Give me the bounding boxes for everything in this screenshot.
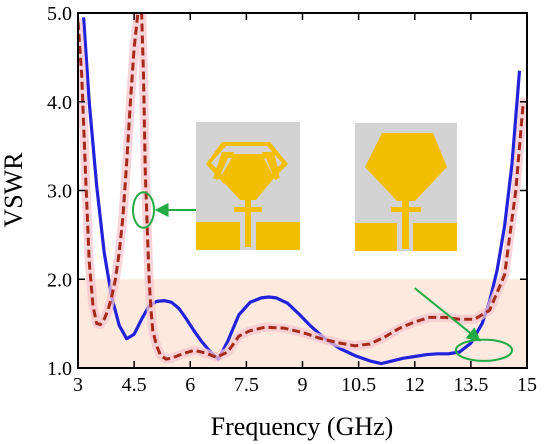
x-axis-title: Frequency (GHz) <box>211 412 394 441</box>
cpw-gap-left <box>399 223 402 249</box>
annotation-ellipse-1 <box>132 191 155 229</box>
feed-stub <box>234 207 262 212</box>
series-1-line <box>82 17 522 366</box>
antenna-inset-plain <box>355 123 457 251</box>
x-tick-label: 10.5 <box>341 374 376 396</box>
ground-plane-right <box>413 223 457 251</box>
x-tick-label: 6 <box>185 374 195 396</box>
radiating-patch <box>220 154 274 200</box>
x-tick-label: 3 <box>73 374 83 396</box>
right-slot-arm <box>262 152 280 180</box>
ground-plane-left <box>355 223 397 251</box>
y-tick-label: 3.0 <box>47 181 72 203</box>
radiating-patch <box>365 133 447 201</box>
left-slot-arm <box>213 152 234 180</box>
x-tick-label: 13.5 <box>453 374 488 396</box>
ground-plane-right <box>256 222 300 250</box>
cpw-gap-right <box>251 222 254 247</box>
feed-line <box>245 199 251 247</box>
x-tick-label: 4.5 <box>122 374 147 396</box>
y-tick-label: 1.0 <box>47 358 72 380</box>
series-2-line <box>78 13 525 361</box>
series-layer <box>78 13 527 366</box>
ground-plane-left <box>196 222 240 250</box>
x-tick-label: 12 <box>405 374 425 396</box>
feed-line <box>402 199 409 249</box>
annotation-ellipse-2 <box>454 338 514 362</box>
annotation-layer <box>132 191 514 362</box>
cpw-gap-right <box>409 223 412 249</box>
y-tick-label: 4.0 <box>47 92 72 114</box>
y-axis-title: VSWR <box>0 152 28 228</box>
ticks-layer: 3 4.5 6 7.5 9 10.5 12 13.5 15 1.0 2.0 3.0 4.0 5.0 <box>47 3 537 396</box>
cpw-gap-left <box>242 222 245 247</box>
x-tick-label: 7.5 <box>234 374 259 396</box>
feed-stub <box>391 207 421 212</box>
y-tick-label: 2.0 <box>47 269 72 291</box>
antenna-inset-slotted <box>196 122 300 250</box>
x-tick-label: 15 <box>517 374 537 396</box>
y-tick-label: 5.0 <box>47 3 72 25</box>
x-tick-label: 9 <box>298 374 308 396</box>
annotation-arrow-2 <box>414 287 481 342</box>
